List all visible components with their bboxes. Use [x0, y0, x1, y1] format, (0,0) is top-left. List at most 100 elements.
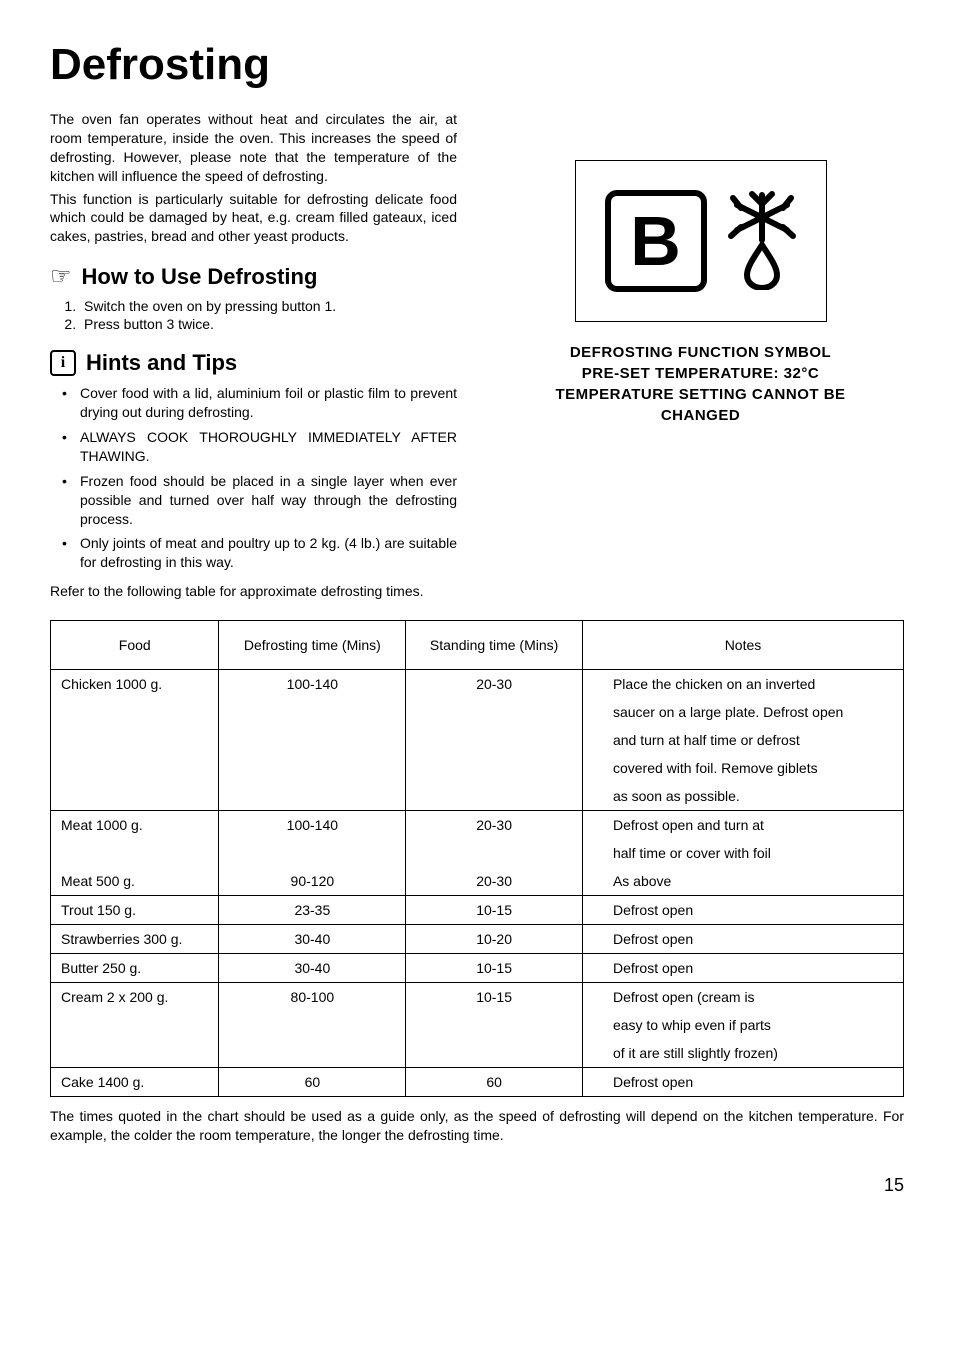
- table-row: Strawberries 300 g.30-4010-20Defrost ope…: [51, 925, 904, 954]
- defrost-snowflake-drop-icon: [727, 190, 797, 293]
- cell-defrost: [219, 754, 406, 782]
- cell-notes: Place the chicken on an inverted: [582, 670, 903, 699]
- list-item: Frozen food should be placed in a single…: [68, 472, 457, 529]
- list-item: Switch the oven on by pressing button 1.: [80, 298, 457, 314]
- page-title: Defrosting: [50, 40, 904, 90]
- cell-notes: Defrost open (cream is: [582, 983, 903, 1012]
- cell-notes: Defrost open: [582, 925, 903, 954]
- cell-food: Meat 1000 g.: [51, 811, 219, 840]
- cell-notes: Defrost open: [582, 954, 903, 983]
- cell-defrost: 23-35: [219, 896, 406, 925]
- cell-defrost: 60: [219, 1068, 406, 1097]
- table-row: Meat 1000 g.100-14020-30Defrost open and…: [51, 811, 904, 840]
- cell-stand: [406, 698, 583, 726]
- list-item: Cover food with a lid, aluminium foil or…: [68, 384, 457, 422]
- cell-stand: [406, 1039, 583, 1068]
- cell-stand: 60: [406, 1068, 583, 1097]
- cell-notes: easy to whip even if parts: [582, 1011, 903, 1039]
- hints-heading: Hints and Tips: [86, 350, 237, 376]
- cell-stand: [406, 839, 583, 867]
- cell-food: [51, 1011, 219, 1039]
- cell-food: [51, 754, 219, 782]
- cell-notes: Defrost open and turn at: [582, 811, 903, 840]
- caption-line: CHANGED: [555, 405, 845, 426]
- cell-food: Cream 2 x 200 g.: [51, 983, 219, 1012]
- col-defrost: Defrosting time (Mins): [219, 621, 406, 670]
- cell-defrost: 30-40: [219, 954, 406, 983]
- cell-stand: 10-15: [406, 983, 583, 1012]
- cell-stand: 20-30: [406, 867, 583, 896]
- page-number: 15: [50, 1175, 904, 1196]
- cell-food: Trout 150 g.: [51, 896, 219, 925]
- cell-defrost: 100-140: [219, 811, 406, 840]
- list-item: Press button 3 twice.: [80, 316, 457, 332]
- symbol-box: B: [575, 160, 827, 322]
- left-column: The oven fan operates without heat and c…: [50, 110, 457, 605]
- caption-line: PRE-SET TEMPERATURE: 32°C: [555, 363, 845, 384]
- cell-defrost: 30-40: [219, 925, 406, 954]
- cell-notes: As above: [582, 867, 903, 896]
- caption-line: DEFROSTING FUNCTION SYMBOL: [555, 342, 845, 363]
- howto-heading: How to Use Defrosting: [82, 264, 318, 290]
- cell-defrost: 90-120: [219, 867, 406, 896]
- table-row: Cream 2 x 200 g.80-10010-15Defrost open …: [51, 983, 904, 1012]
- table-row: Cake 1400 g.6060Defrost open: [51, 1068, 904, 1097]
- cell-food: Meat 500 g.: [51, 867, 219, 896]
- table-row: easy to whip even if parts: [51, 1011, 904, 1039]
- cell-stand: [406, 782, 583, 811]
- table-row: Chicken 1000 g.100-14020-30Place the chi…: [51, 670, 904, 699]
- cell-defrost: [219, 1039, 406, 1068]
- cell-food: [51, 839, 219, 867]
- table-row: half time or cover with foil: [51, 839, 904, 867]
- cell-notes: saucer on a large plate. Defrost open: [582, 698, 903, 726]
- cell-notes: as soon as possible.: [582, 782, 903, 811]
- right-column: B: [497, 110, 904, 605]
- cell-notes: Defrost open: [582, 1068, 903, 1097]
- refer-text: Refer to the following table for approxi…: [50, 582, 457, 601]
- table-header-row: Food Defrosting time (Mins) Standing tim…: [51, 621, 904, 670]
- symbol-caption: DEFROSTING FUNCTION SYMBOL PRE-SET TEMPE…: [555, 342, 845, 426]
- cell-food: [51, 1039, 219, 1068]
- cell-stand: 20-30: [406, 811, 583, 840]
- col-food: Food: [51, 621, 219, 670]
- cell-stand: [406, 726, 583, 754]
- cell-stand: 10-15: [406, 954, 583, 983]
- cell-stand: [406, 1011, 583, 1039]
- cell-notes: and turn at half time or defrost: [582, 726, 903, 754]
- hints-heading-row: i Hints and Tips: [50, 350, 457, 376]
- cell-defrost: [219, 698, 406, 726]
- cell-notes: covered with foil. Remove giblets: [582, 754, 903, 782]
- caption-line: TEMPERATURE SETTING CANNOT BE: [555, 384, 845, 405]
- list-item: ALWAYS COOK THOROUGHLY IMMEDIATELY AFTER…: [68, 428, 457, 466]
- table-row: Meat 500 g.90-12020-30As above: [51, 867, 904, 896]
- cell-defrost: [219, 782, 406, 811]
- intro-paragraph-1: The oven fan operates without heat and c…: [50, 110, 457, 186]
- table-row: Trout 150 g.23-3510-15Defrost open: [51, 896, 904, 925]
- col-stand: Standing time (Mins): [406, 621, 583, 670]
- table-row: Butter 250 g.30-4010-15Defrost open: [51, 954, 904, 983]
- table-row: covered with foil. Remove giblets: [51, 754, 904, 782]
- howto-steps: Switch the oven on by pressing button 1.…: [80, 298, 457, 332]
- cell-defrost: [219, 726, 406, 754]
- intro-paragraph-2: This function is particularly suitable f…: [50, 190, 457, 247]
- cell-food: Cake 1400 g.: [51, 1068, 219, 1097]
- table-row: of it are still slightly frozen): [51, 1039, 904, 1068]
- pointing-hand-icon: ☞: [50, 265, 72, 289]
- cell-notes: half time or cover with foil: [582, 839, 903, 867]
- b-letter-box: B: [605, 190, 707, 292]
- defrosting-table: Food Defrosting time (Mins) Standing tim…: [50, 620, 904, 1097]
- cell-defrost: 80-100: [219, 983, 406, 1012]
- cell-food: [51, 698, 219, 726]
- cell-food: Butter 250 g.: [51, 954, 219, 983]
- table-row: saucer on a large plate. Defrost open: [51, 698, 904, 726]
- table-row: as soon as possible.: [51, 782, 904, 811]
- cell-food: [51, 726, 219, 754]
- cell-notes: Defrost open: [582, 896, 903, 925]
- info-icon: i: [50, 350, 76, 376]
- cell-stand: 10-15: [406, 896, 583, 925]
- cell-food: [51, 782, 219, 811]
- cell-food: Chicken 1000 g.: [51, 670, 219, 699]
- cell-stand: [406, 754, 583, 782]
- list-item: Only joints of meat and poultry up to 2 …: [68, 534, 457, 572]
- cell-stand: 10-20: [406, 925, 583, 954]
